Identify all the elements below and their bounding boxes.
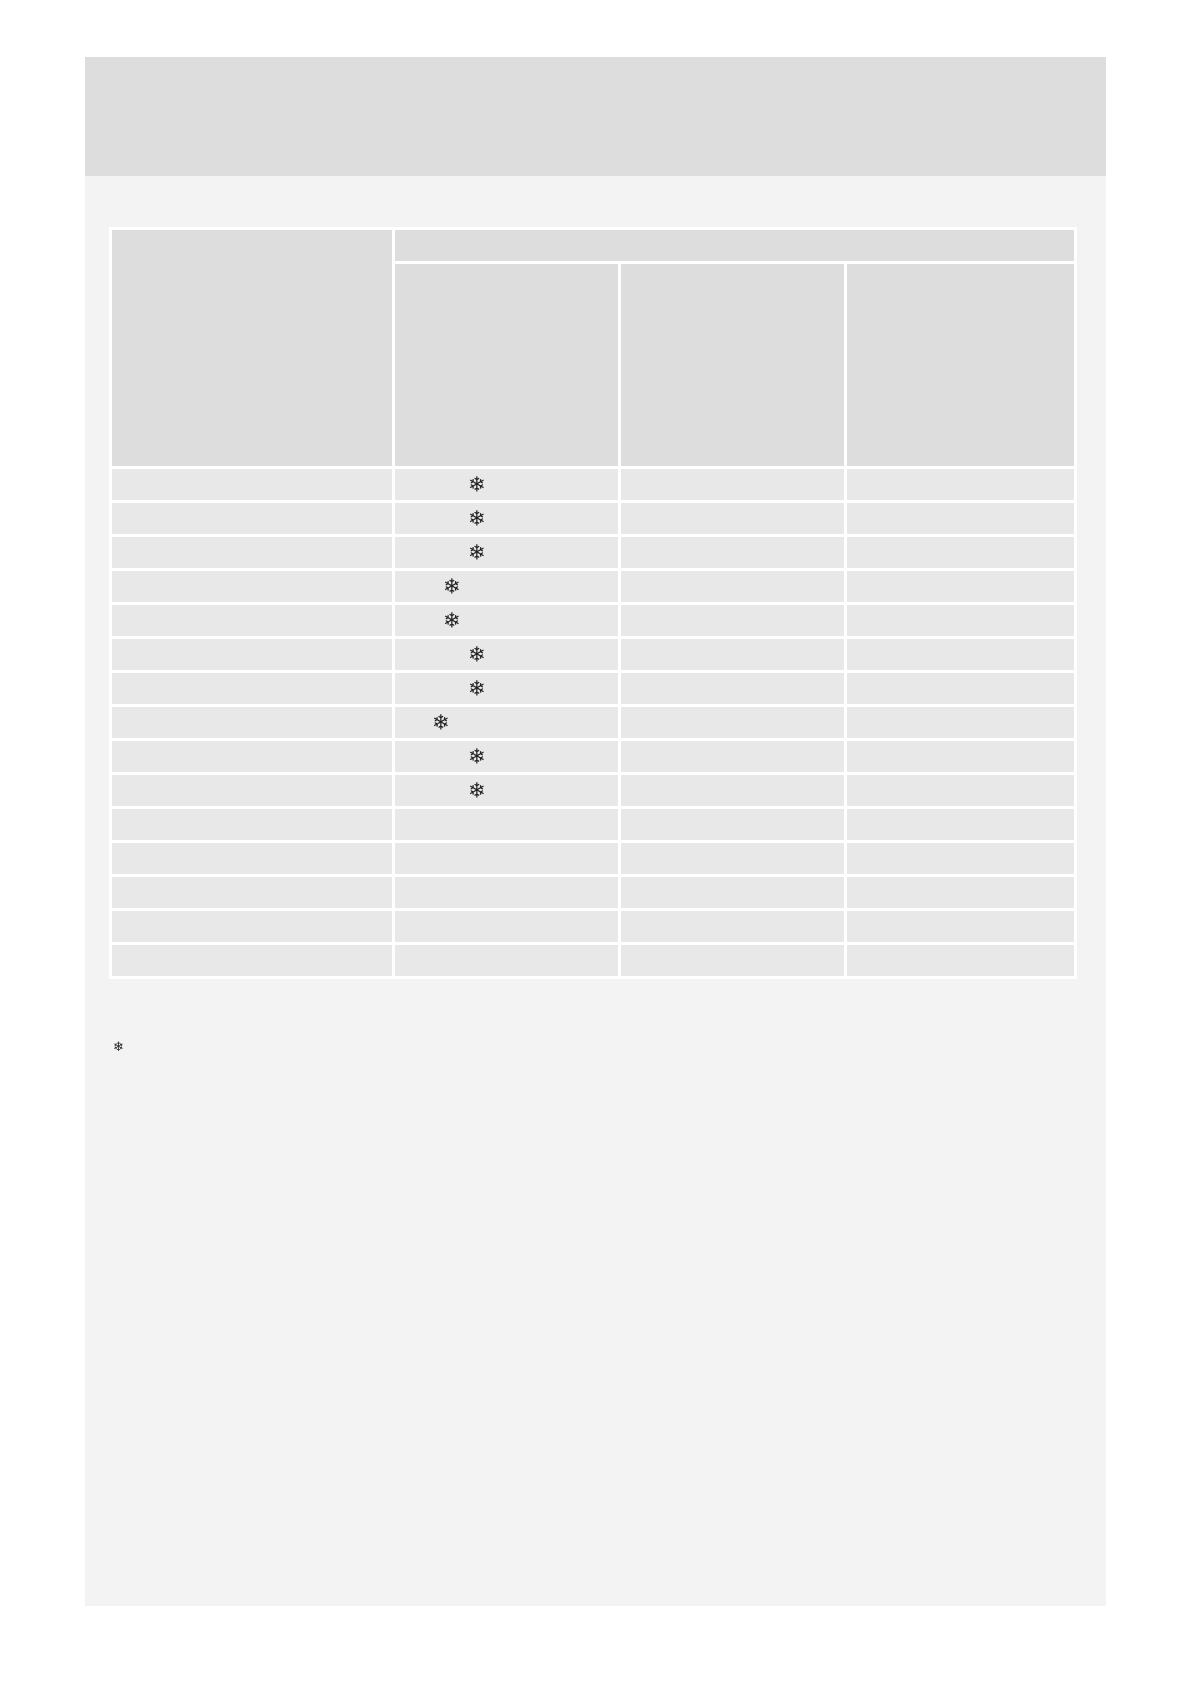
storage-table: ❄ ❄ ❄ ❄ ❄ ❄ ❄ ❄ ❄ ❄: [109, 227, 1077, 979]
table-cell: ❄: [392, 466, 621, 503]
table-cell: ❄: [392, 500, 621, 537]
table-cell: [844, 908, 1077, 945]
table-row: ❄: [109, 772, 1077, 809]
table-cell: ❄: [392, 636, 621, 673]
table-row: ❄: [109, 534, 1077, 571]
snowflake-icon: ❄: [468, 676, 486, 700]
header-cell-col2: [618, 261, 847, 469]
table-cell: [618, 942, 847, 979]
table-cell: [618, 772, 847, 809]
table-cell: ❄: [392, 602, 621, 639]
table-cell: [618, 840, 847, 877]
table-cell: [844, 874, 1077, 911]
table-cell: [109, 602, 395, 639]
snowflake-icon: ❄: [468, 744, 486, 768]
snowflake-icon: ❄: [468, 472, 486, 496]
table-cell: [109, 636, 395, 673]
table-cell: [844, 636, 1077, 673]
table-cell: [618, 670, 847, 707]
table-cell: [618, 704, 847, 741]
table-cell: [109, 772, 395, 809]
table-cell: [392, 874, 621, 911]
table-cell: [618, 874, 847, 911]
snowflake-icon: ❄: [113, 1040, 124, 1055]
table-row: ❄: [109, 466, 1077, 503]
table-body: ❄ ❄ ❄ ❄ ❄ ❄ ❄ ❄ ❄ ❄: [109, 466, 1077, 979]
document-page: ❄ ❄ ❄ ❄ ❄ ❄ ❄ ❄ ❄ ❄ ❄: [85, 57, 1106, 1606]
header-cell-group: [392, 227, 1077, 264]
snowflake-icon: ❄: [468, 642, 486, 666]
table-cell: [844, 806, 1077, 843]
table-cell: [618, 738, 847, 775]
table-cell: [109, 874, 395, 911]
table-cell: [109, 704, 395, 741]
table-cell: [844, 602, 1077, 639]
table-cell: [844, 942, 1077, 979]
table-cell: ❄: [392, 738, 621, 775]
header-band: [85, 57, 1106, 176]
header-cell-col1: [392, 261, 621, 469]
table-cell: [392, 908, 621, 945]
table-cell: ❄: [392, 670, 621, 707]
table-row: ❄: [109, 500, 1077, 537]
snowflake-icon: ❄: [468, 506, 486, 530]
table-cell: ❄: [392, 534, 621, 571]
table-cell: [109, 840, 395, 877]
table-cell: [618, 908, 847, 945]
table-cell: [109, 806, 395, 843]
table-row: ❄: [109, 704, 1077, 741]
snowflake-icon: ❄: [468, 778, 486, 802]
table-row: ❄: [109, 636, 1077, 673]
table-cell: ❄: [392, 704, 621, 741]
table-row: ❄: [109, 602, 1077, 639]
footnote: ❄: [113, 1040, 124, 1055]
table-row: [109, 874, 1077, 911]
table-cell: [109, 670, 395, 707]
table-cell: [844, 738, 1077, 775]
table-cell: ❄: [392, 568, 621, 605]
table-cell: [392, 942, 621, 979]
table-row: [109, 908, 1077, 945]
table-cell: [618, 636, 847, 673]
table-cell: [618, 602, 847, 639]
snowflake-icon: ❄: [443, 574, 461, 598]
table-row: [109, 840, 1077, 877]
table-cell: ❄: [392, 772, 621, 809]
header-cell-item: [109, 227, 395, 469]
table-cell: [844, 670, 1077, 707]
table-cell: [618, 534, 847, 571]
table-cell: [109, 942, 395, 979]
table-cell: [844, 568, 1077, 605]
table-cell: [844, 772, 1077, 809]
table-cell: [844, 704, 1077, 741]
snowflake-icon: ❄: [443, 608, 461, 632]
table-cell: [109, 466, 395, 503]
table-cell: [844, 500, 1077, 537]
table-cell: [618, 466, 847, 503]
table-row: ❄: [109, 670, 1077, 707]
table-cell: [844, 840, 1077, 877]
table-row: [109, 806, 1077, 843]
table-cell: [109, 500, 395, 537]
table-row: ❄: [109, 738, 1077, 775]
table-cell: [392, 840, 621, 877]
table-row: [109, 942, 1077, 979]
table-cell: [109, 908, 395, 945]
snowflake-icon: ❄: [468, 540, 486, 564]
table-cell: [844, 466, 1077, 503]
table-cell: [618, 500, 847, 537]
table-cell: [109, 568, 395, 605]
table-cell: [844, 534, 1077, 571]
table-cell: [618, 806, 847, 843]
header-cell-col3: [844, 261, 1077, 469]
snowflake-icon: ❄: [432, 710, 450, 734]
table-cell: [109, 738, 395, 775]
table-cell: [392, 806, 621, 843]
table-cell: [109, 534, 395, 571]
table-row: ❄: [109, 568, 1077, 605]
table-cell: [618, 568, 847, 605]
